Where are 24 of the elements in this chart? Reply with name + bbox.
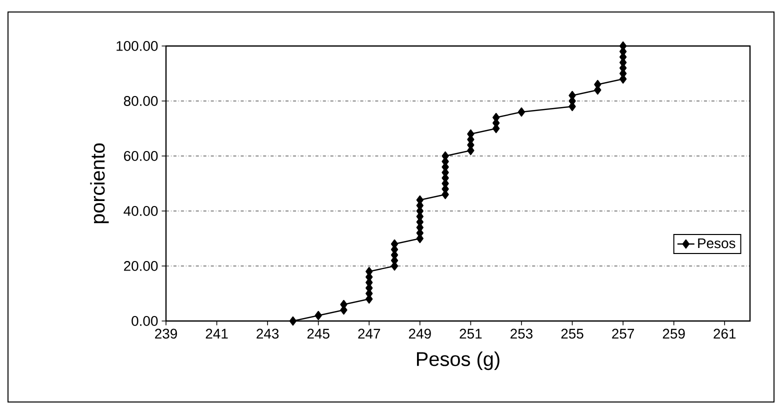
y-tick-label: 80.00 [124,96,158,106]
x-tick-label: 257 [612,328,634,339]
y-tick-label: 60.00 [124,151,158,161]
x-tick-label: 243 [256,328,279,339]
y-tick-label: 40.00 [124,206,158,216]
point [314,310,322,320]
x-tick-label: 251 [460,328,482,339]
x-axis-title: Pesos (g) [417,351,500,370]
point [518,107,526,117]
x-tick-label: 259 [662,328,685,339]
x-tick-label: 245 [307,328,330,339]
x-tick-label: 249 [408,328,431,339]
y-axis-title: porciento [90,143,109,224]
x-tick-label: 253 [510,328,532,339]
x-tick-label: 255 [561,328,584,339]
legend-label: Pesos [698,238,736,248]
x-tick-label: 241 [206,328,228,339]
y-tick-label: 20.00 [124,261,158,271]
x-tick-label: 261 [714,328,736,339]
x-tick-label: 239 [155,328,177,339]
y-tick-label: 0.00 [132,316,158,326]
y-tick-label: 100.00 [116,41,158,51]
point [289,316,297,326]
x-tick-label: 247 [358,328,380,339]
